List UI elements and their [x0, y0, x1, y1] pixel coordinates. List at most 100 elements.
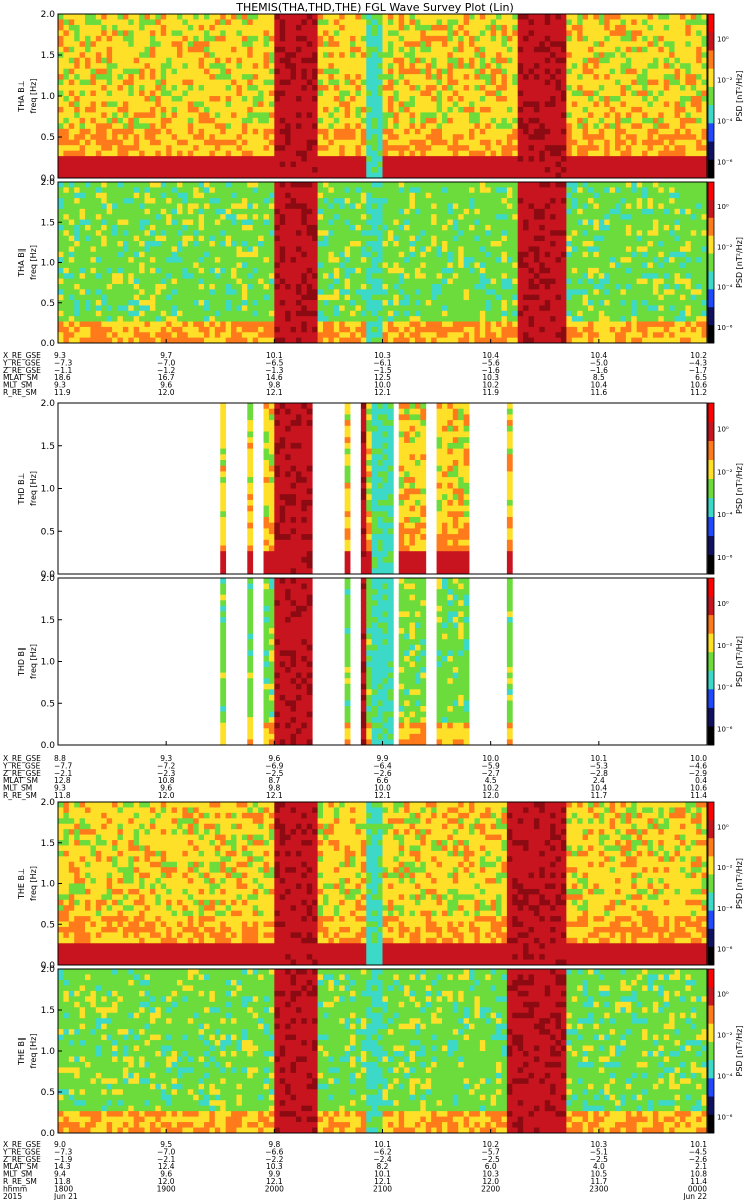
orbit-value: 8.8: [54, 754, 66, 763]
date-axis-label: 2015: [3, 1192, 22, 1200]
panel-component-label: THA B∥: [17, 248, 26, 277]
orbit-value: −2.5: [482, 1155, 500, 1164]
orbit-value: 10.2: [482, 381, 499, 390]
orbit-value: −2.5: [590, 1155, 608, 1164]
orbit-value: 9.9: [377, 754, 389, 763]
colorbar-label: PSD [nT²/Hz]: [735, 1026, 744, 1077]
orbit-value: 6.0: [485, 1162, 497, 1171]
orbit-value: 14.3: [54, 1162, 71, 1171]
y-tick-label: 0.0: [41, 339, 56, 349]
orbit-value: 12.0: [158, 388, 175, 397]
colorbar-label: PSD [nT²/Hz]: [735, 237, 744, 288]
y-tick-label: 0.5: [41, 920, 55, 930]
orbit-value: 12.1: [374, 1177, 391, 1186]
orbit-value: 8.2: [377, 1162, 389, 1171]
orbit-value: 9.4: [54, 1170, 66, 1179]
orbit-value: −1.5: [373, 366, 391, 375]
orbit-value: −5.0: [590, 358, 608, 367]
colorbar-tick-label: 10⁻⁶: [717, 324, 733, 332]
orbit-value: −7.0: [157, 1147, 175, 1156]
orbit-value: 10.1: [266, 351, 283, 360]
orbit-value: 8.5: [593, 373, 605, 382]
orbit-row-label: MLT_SM: [3, 784, 32, 793]
orbit-value: 9.6: [160, 381, 172, 390]
orbit-value: 16.7: [158, 373, 175, 382]
orbit-value: 11.7: [590, 791, 607, 800]
spectrogram-thd-perp: [220, 403, 513, 575]
colorbar-tick-label: 10⁰: [717, 426, 729, 434]
orbit-value: −5.9: [482, 761, 500, 770]
colorbar-tick-label: 10⁻⁶: [717, 1114, 733, 1122]
orbit-value: 11.2: [690, 388, 707, 397]
orbit-row-label: X_RE_GSE: [3, 754, 41, 763]
orbit-value: 10.6: [690, 784, 707, 793]
orbit-value: −6.5: [265, 358, 283, 367]
panel-component-label: THD B⊥: [17, 472, 26, 505]
orbit-value: 9.3: [54, 784, 66, 793]
orbit-row-label: X_RE_GSE: [3, 1140, 41, 1149]
time-tick-label: 1800: [54, 1184, 73, 1193]
y-tick-label: 2.0: [41, 399, 56, 409]
colorbar-tick-label: 10⁻⁴: [717, 905, 733, 913]
colorbar-tick-label: 10⁻⁴: [717, 511, 733, 519]
colorbar-tick-label: 10⁰: [717, 991, 729, 999]
colorbar-tick-label: 10⁻⁶: [717, 725, 733, 733]
colorbar: 10⁰ 10⁻² 10⁻⁴ 10⁻⁶ PSD [nT²/Hz]: [707, 968, 744, 1134]
plot-title: THEMIS(THA,THD,THE) FGL Wave Survey Plot…: [236, 1, 514, 14]
orbit-value: 12.1: [266, 388, 283, 397]
colorbar-tick-label: 10⁻²: [717, 864, 733, 872]
orbit-value: −4.6: [689, 761, 707, 770]
orbit-value: 10.5: [590, 1170, 607, 1179]
orbit-value: −7.0: [157, 358, 175, 367]
panel-component-label: THA B⊥: [17, 80, 26, 112]
time-tick-label: 0000: [688, 1184, 707, 1193]
y-tick-label: 2.0: [41, 798, 56, 808]
orbit-row-label: MLAT_SM: [3, 776, 38, 785]
orbit-value: 10.1: [690, 1140, 707, 1149]
orbit-row-label: Y_RE_GSE: [2, 358, 41, 367]
colorbar: 10⁰ 10⁻² 10⁻⁴ 10⁻⁶ PSD [nT²/Hz]: [707, 13, 744, 179]
colorbar: 10⁰ 10⁻² 10⁻⁴ 10⁻⁶ PSD [nT²/Hz]: [707, 577, 744, 746]
colorbar-tick-label: 10⁻⁴: [717, 284, 733, 292]
orbit-value: 9.9: [268, 1170, 280, 1179]
orbit-value: 12.1: [266, 791, 283, 800]
colorbar-tick-label: 10⁻²: [717, 1032, 733, 1040]
orbit-value: 6.5: [695, 373, 707, 382]
orbit-value: 10.4: [482, 351, 499, 360]
y-tick-label: 0.5: [41, 1088, 55, 1098]
orbit-value: 4.0: [593, 1162, 605, 1171]
orbit-value: 11.6: [590, 388, 607, 397]
orbit-value: 10.3: [482, 1170, 499, 1179]
orbit-value: −1.7: [689, 366, 707, 375]
orbit-value: 12.4: [158, 1162, 175, 1171]
y-tick-label: 1.5: [41, 51, 55, 61]
y-tick-label: 0.5: [41, 527, 55, 537]
y-tick-label: 1.0: [41, 658, 56, 668]
colorbar-tick-label: 10⁻⁴: [717, 684, 733, 692]
orbit-value: −7.2: [157, 761, 175, 770]
orbit-value: −5.6: [482, 358, 500, 367]
y-tick-label: 1.5: [41, 442, 55, 452]
y-tick-label: 2.0: [41, 10, 56, 20]
colorbar: 10⁰ 10⁻² 10⁻⁴ 10⁻⁶ PSD [nT²/Hz]: [707, 181, 744, 344]
panel-component-label: THE B⊥: [17, 868, 26, 900]
orbit-value: 10.1: [374, 1170, 391, 1179]
y-tick-label: 1.0: [41, 880, 56, 890]
orbit-row-label: Y_RE_GSE: [2, 761, 41, 770]
orbit-value: 12.0: [482, 1177, 499, 1186]
colorbar-tick-label: 10⁰: [717, 600, 729, 608]
orbit-value: −2.4: [373, 1155, 391, 1164]
y-tick-label: 0.0: [41, 1129, 56, 1139]
orbit-row-label: Z_RE_GSE: [3, 1155, 41, 1164]
orbit-value: −2.8: [590, 769, 608, 778]
orbit-value: −2.9: [689, 769, 707, 778]
orbit-value: 10.4: [590, 381, 607, 390]
orbit-value: 11.8: [54, 1177, 71, 1186]
orbit-value: 10.2: [482, 784, 499, 793]
panel-freq-label: freq [Hz]: [29, 471, 38, 506]
spectrogram-tha-perp: [58, 14, 708, 179]
orbit-value: 6.6: [377, 776, 389, 785]
orbit-value: −7.3: [54, 358, 72, 367]
orbit-value: 12.0: [482, 791, 499, 800]
time-tick-label: 2100: [373, 1184, 392, 1193]
